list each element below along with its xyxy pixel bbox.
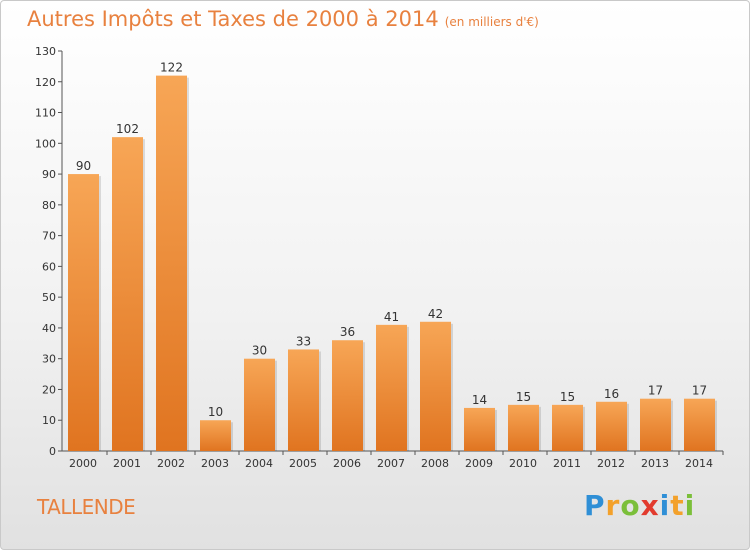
- y-tick-label: 20: [42, 383, 56, 396]
- bar-2012: [596, 401, 627, 451]
- y-tick-label: 100: [35, 137, 56, 150]
- y-tick-label: 60: [42, 260, 56, 273]
- y-tick-label: 0: [49, 445, 56, 458]
- y-tick-label: 90: [42, 168, 56, 181]
- bar-2010: [508, 404, 539, 451]
- x-tick-label: 2012: [597, 457, 625, 470]
- x-tick-label: 2013: [641, 457, 669, 470]
- x-tick-label: 2009: [465, 457, 493, 470]
- x-tick-label: 2000: [69, 457, 97, 470]
- bar-2013: [640, 398, 671, 451]
- data-label: 36: [340, 325, 355, 339]
- bar-2008: [420, 321, 451, 451]
- x-tick-label: 2007: [377, 457, 405, 470]
- data-label: 16: [604, 387, 619, 401]
- data-label: 102: [116, 122, 139, 136]
- bar-2002: [156, 75, 187, 451]
- chart-title-text: Autres Impôts et Taxes de 2000 à 2014: [27, 7, 439, 31]
- x-tick-label: 2011: [553, 457, 581, 470]
- data-label: 42: [428, 307, 443, 321]
- bar-2001: [112, 137, 143, 451]
- proxiti-logo[interactable]: Proxiti: [584, 489, 696, 522]
- bar-2006: [332, 340, 363, 451]
- data-label: 17: [648, 384, 663, 398]
- bar-2014: [684, 398, 715, 451]
- x-tick-label: 2010: [509, 457, 537, 470]
- bars: 90 102 122 10 30 33 36 41 42 14 15 15 16 17 17: [68, 61, 717, 452]
- data-label: 17: [692, 384, 707, 398]
- x-tick-label: 2005: [289, 457, 317, 470]
- bar-2003: [200, 420, 231, 451]
- chart-title: Autres Impôts et Taxes de 2000 à 2014 (en…: [27, 7, 539, 31]
- y-tick-label: 70: [42, 230, 56, 243]
- data-label: 10: [208, 405, 223, 419]
- y-tick-label: 10: [42, 414, 56, 427]
- data-label: 90: [76, 159, 91, 173]
- y-tick-label: 120: [35, 76, 56, 89]
- commune-name: TALLENDE: [37, 495, 136, 519]
- x-tick-label: 2006: [333, 457, 361, 470]
- x-tick-label: 2004: [245, 457, 273, 470]
- y-tick-label: 110: [35, 107, 56, 120]
- data-label: 15: [560, 390, 575, 404]
- data-label: 14: [472, 393, 487, 407]
- x-tick-label: 2001: [113, 457, 141, 470]
- y-axis: 0 10 20 30 40 50 60 70 80 90 100 110 120 130: [35, 45, 63, 458]
- y-tick-label: 130: [35, 45, 56, 58]
- x-tick-label: 2002: [157, 457, 185, 470]
- x-axis: 2000 2001 2002 2003 2004 2005 2006 2007 2008 2009…: [62, 450, 724, 470]
- bar-2004: [244, 358, 275, 451]
- bar-2011: [552, 404, 583, 451]
- data-label: 33: [296, 334, 311, 348]
- bar-2009: [464, 407, 495, 451]
- y-tick-label: 80: [42, 199, 56, 212]
- x-tick-label: 2014: [685, 457, 713, 470]
- bar-2007: [376, 324, 407, 451]
- data-label: 122: [160, 61, 183, 75]
- x-tick-label: 2008: [421, 457, 449, 470]
- data-label: 41: [384, 310, 399, 324]
- bar-2000: [68, 174, 99, 452]
- x-tick-label: 2003: [201, 457, 229, 470]
- bar-2005: [288, 349, 319, 451]
- data-label: 30: [252, 344, 267, 358]
- chart-unit: (en milliers d'€): [444, 15, 539, 29]
- y-tick-label: 30: [42, 353, 56, 366]
- y-tick-label: 40: [42, 322, 56, 335]
- data-label: 15: [516, 390, 531, 404]
- y-tick-label: 50: [42, 291, 56, 304]
